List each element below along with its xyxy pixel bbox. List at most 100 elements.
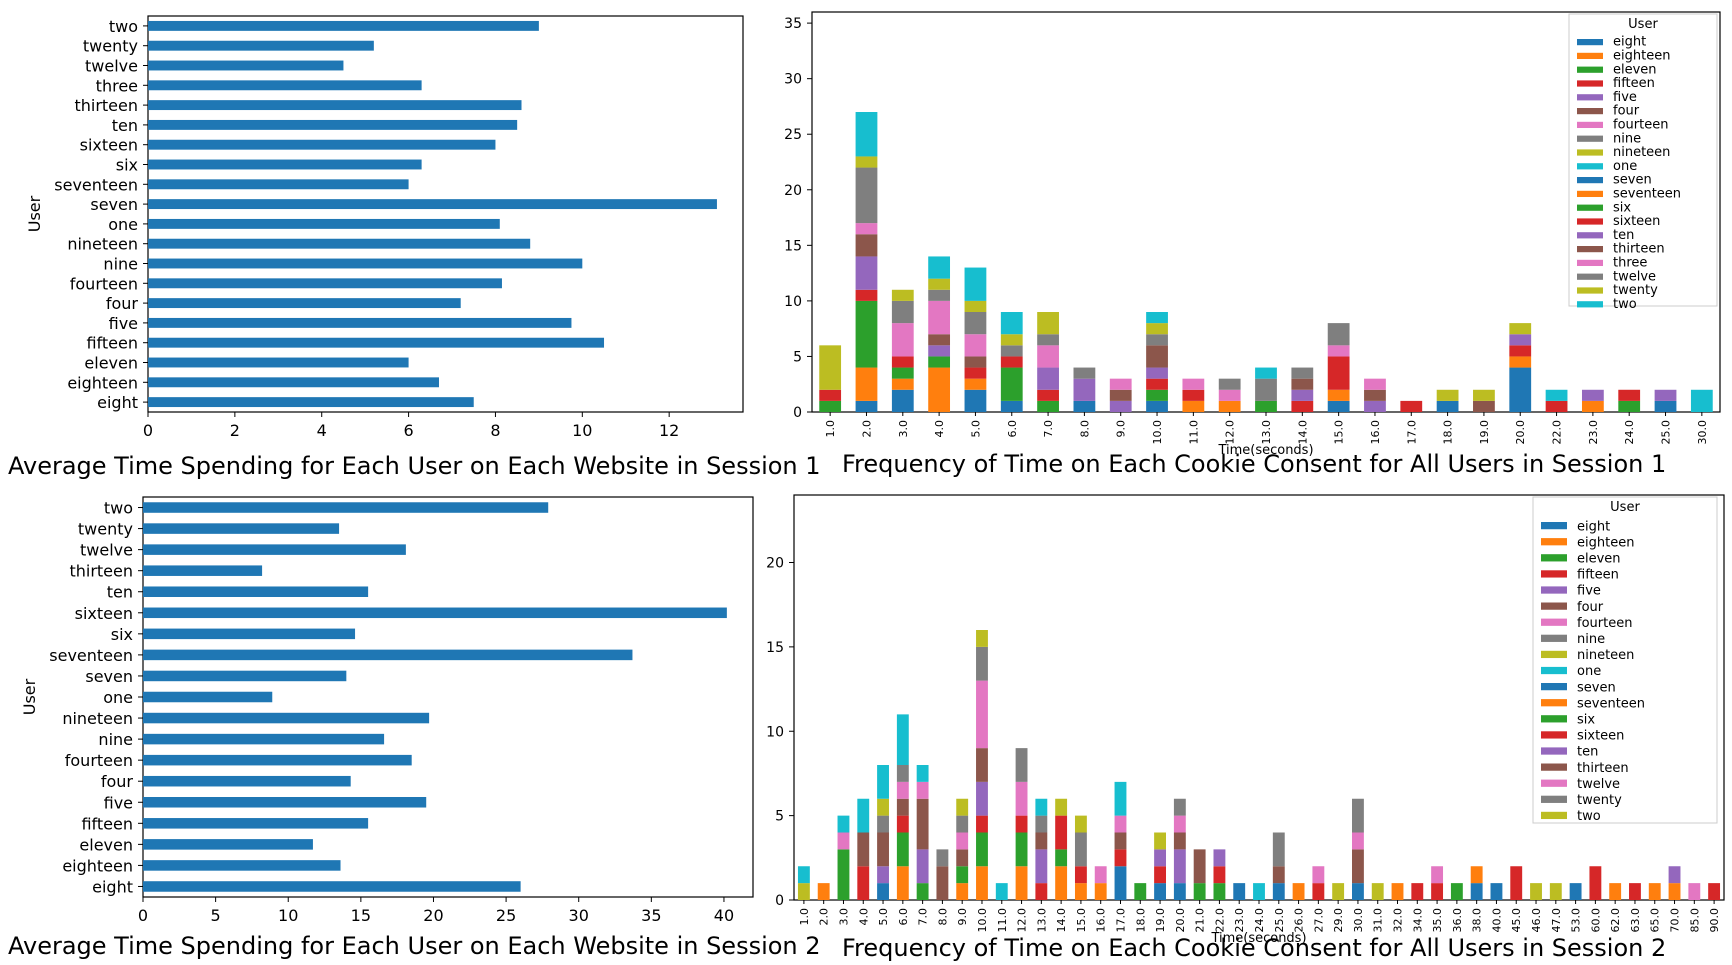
legend-swatch-two bbox=[1541, 811, 1567, 820]
x-tick-label: 47.0 bbox=[1550, 908, 1563, 933]
bar-segment-fourteen-20.0 bbox=[1173, 815, 1186, 833]
bar-segment-fifteen-90.0 bbox=[1708, 883, 1721, 900]
legend-entry-fourteen: fourteen bbox=[1577, 616, 1632, 631]
avg-time-chart-0: eighteighteenelevenfifteenfivefourfourte… bbox=[25, 15, 744, 440]
legend-entry-nineteen: nineteen bbox=[1613, 145, 1670, 160]
legend-swatch-sixteen bbox=[1577, 218, 1603, 225]
x-tick-label: 19.0 bbox=[1478, 420, 1491, 445]
bar-twelve bbox=[148, 60, 344, 71]
bar-segment-eleven-12.0 bbox=[1015, 832, 1028, 867]
bar-segment-fifteen-6.0 bbox=[1000, 356, 1023, 368]
x-tick-label: 8 bbox=[490, 421, 500, 440]
bar-segment-nineteen-15.0 bbox=[1074, 815, 1087, 833]
bar-segment-nineteen-5.0 bbox=[877, 798, 889, 816]
y-tick-label: 20 bbox=[784, 183, 802, 199]
bar-segment-eighteen-14.0 bbox=[1055, 866, 1068, 900]
bar-four bbox=[143, 775, 351, 787]
bar-seventeen bbox=[148, 179, 409, 190]
bar-segment-four-16.0 bbox=[1364, 389, 1386, 401]
bar-segment-eight-25.0 bbox=[1272, 883, 1285, 900]
x-tick-label: 12.0 bbox=[1224, 420, 1237, 445]
bar-two bbox=[143, 502, 549, 513]
bar-segment-one-5.0 bbox=[877, 765, 889, 799]
bar-segment-eight-15.0 bbox=[1327, 400, 1350, 412]
bar-segment-fifteen-14.0 bbox=[1291, 400, 1314, 412]
bar-segment-nine-15.0 bbox=[1327, 323, 1350, 346]
legend-entry-thirteen: thirteen bbox=[1613, 242, 1665, 257]
bar-segment-eleven-6.0 bbox=[1000, 367, 1023, 401]
x-tick-label: 12.0 bbox=[1016, 908, 1029, 933]
x-tick-label: 45.0 bbox=[1510, 908, 1523, 933]
bar-segment-nineteen-4.0 bbox=[928, 278, 951, 290]
bar-segment-nine-12.0 bbox=[1218, 378, 1241, 390]
bar-thirteen bbox=[143, 565, 263, 576]
legend-swatch-eight bbox=[1577, 39, 1603, 46]
x-tick-label: 8.0 bbox=[936, 908, 949, 926]
caption-session1-average: Average Time Spending for Each User on E… bbox=[8, 452, 821, 480]
bar-segment-eleven-3.0 bbox=[837, 849, 850, 900]
bar-segment-one-1.0 bbox=[797, 866, 810, 884]
x-tick-label: 63.0 bbox=[1629, 908, 1642, 933]
category-label-twelve: twelve bbox=[80, 541, 133, 560]
bar-segment-nine-9.0 bbox=[956, 815, 969, 833]
y-axis-label: User bbox=[20, 678, 39, 715]
bar-segment-eight-23.0 bbox=[1233, 883, 1246, 900]
legend-entry-nineteen: nineteen bbox=[1577, 648, 1634, 663]
bar-segment-fourteen-7.0 bbox=[1037, 345, 1059, 368]
bar-segment-fifteen-2.0 bbox=[855, 289, 878, 301]
category-label-sixteen: sixteen bbox=[80, 136, 138, 155]
bar-segment-eleven-3.0 bbox=[891, 367, 914, 379]
bar-segment-eighteen-20.0 bbox=[1509, 356, 1532, 368]
legend-swatch-one bbox=[1541, 666, 1567, 675]
x-tick-label: 85.0 bbox=[1688, 908, 1701, 933]
x-tick-label: 35 bbox=[641, 906, 661, 925]
bar-segment-four-19.0 bbox=[1473, 400, 1495, 412]
bar-six bbox=[148, 159, 422, 170]
bar-segment-eleven-10.0 bbox=[1146, 389, 1168, 401]
bar-segment-eleven-7.0 bbox=[916, 883, 929, 900]
bar-fifteen bbox=[148, 337, 605, 348]
bar-segment-eighteen-4.0 bbox=[928, 367, 951, 412]
legend-swatch-thirteen bbox=[1541, 763, 1567, 771]
bar-ten bbox=[148, 119, 518, 130]
category-label-seven: seven bbox=[90, 195, 138, 214]
bar-segment-nineteen-20.0 bbox=[1509, 323, 1532, 335]
legend-entry-one: one bbox=[1577, 664, 1601, 679]
x-tick-label: 15.0 bbox=[1075, 908, 1088, 933]
bar-segment-four-21.0 bbox=[1193, 849, 1206, 884]
bar-segment-nineteen-3.0 bbox=[891, 289, 914, 301]
bar-eight bbox=[148, 397, 474, 408]
legend-swatch-eleven bbox=[1577, 66, 1603, 73]
x-tick-label: 15.0 bbox=[1333, 420, 1346, 445]
category-label-eighteen: eighteen bbox=[62, 856, 133, 875]
bar-segment-fourteen-11.0 bbox=[1182, 378, 1205, 390]
x-tick-label: 30.0 bbox=[1696, 420, 1709, 445]
x-tick-label: 7.0 bbox=[917, 908, 930, 926]
bar-segment-four-5.0 bbox=[964, 356, 987, 368]
bar-segment-five-20.0 bbox=[1173, 849, 1186, 884]
category-label-five: five bbox=[109, 314, 138, 333]
bar-segment-one-3.0 bbox=[837, 815, 850, 833]
avg-time-chart-2: eight eighteen eleven fifteen five four fourte… bbox=[20, 496, 754, 925]
category-label-ten: ten bbox=[107, 583, 133, 602]
caption-session2-average: Average Time Spending for Each User on E… bbox=[8, 932, 821, 960]
bar-segment-eight-17.0 bbox=[1114, 866, 1127, 900]
x-tick-label: 31.0 bbox=[1372, 908, 1385, 933]
legend-swatch-fifteen bbox=[1541, 570, 1567, 578]
bar-segment-nine-5.0 bbox=[964, 312, 987, 335]
category-label-sixteen: sixteen bbox=[75, 604, 133, 623]
bar-segment-eleven-4.0 bbox=[928, 356, 951, 368]
y-axis-label: User bbox=[25, 195, 44, 232]
y-tick-label: 20 bbox=[766, 556, 784, 572]
x-axis-label: Time(seconds) bbox=[1217, 443, 1313, 458]
legend-entry-seventeen: seventeen bbox=[1577, 696, 1645, 711]
bar-segment-five-10.0 bbox=[976, 781, 988, 816]
x-tick-label: 7.0 bbox=[1042, 420, 1055, 438]
bar-segment-nineteen-46.0 bbox=[1530, 883, 1542, 900]
bar-segment-eleven-14.0 bbox=[1055, 849, 1068, 867]
bar-five bbox=[143, 797, 427, 808]
category-label-one: one bbox=[103, 688, 133, 707]
legend-entry-twenty: twenty bbox=[1577, 793, 1622, 808]
x-tick-label: 40.0 bbox=[1490, 908, 1503, 933]
bar-segment-eleven-6.0 bbox=[896, 832, 909, 867]
